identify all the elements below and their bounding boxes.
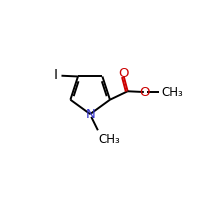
Text: I: I [53,68,57,82]
Text: CH₃: CH₃ [161,86,183,99]
Text: O: O [139,86,149,99]
Text: N: N [85,108,95,121]
Text: O: O [119,67,129,80]
Text: CH₃: CH₃ [99,133,120,146]
